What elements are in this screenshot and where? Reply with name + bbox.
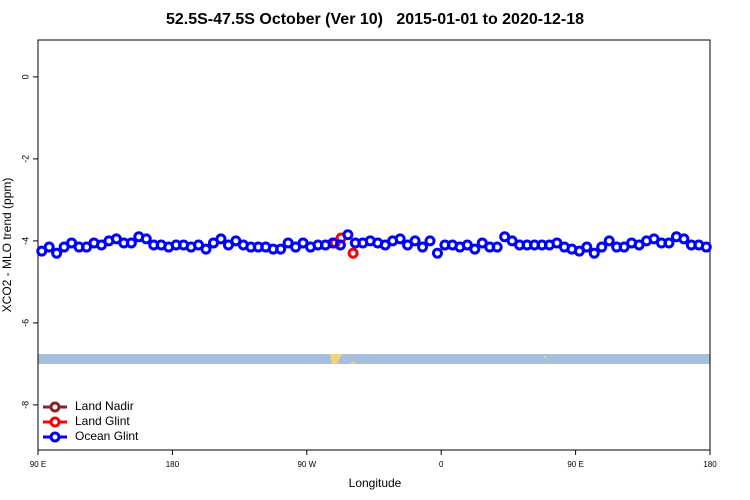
data-point (347, 247, 359, 259)
x-tick-label: 180 (166, 460, 180, 469)
x-axis-label: Longitude (349, 476, 402, 490)
y-tick-label: -4 (20, 237, 30, 245)
y-tick-label: -8 (20, 401, 30, 409)
legend-marker (49, 416, 61, 428)
land-patch (544, 356, 546, 358)
data-point (51, 247, 63, 259)
data-point (140, 233, 152, 245)
data-point (275, 243, 287, 255)
data-point (469, 243, 481, 255)
data-point (700, 241, 712, 253)
land-patch (351, 362, 355, 364)
land-patch (330, 354, 342, 364)
data-point (43, 241, 55, 253)
x-tick-label: 0 (439, 460, 444, 469)
x-tick-label: 90 E (30, 460, 46, 469)
data-point (596, 241, 608, 253)
x-tick-label: 180 (703, 460, 717, 469)
data-point (394, 233, 406, 245)
x-tick-label: 90 E (567, 460, 583, 469)
legend-label: Land Glint (75, 414, 130, 428)
data-point (431, 247, 443, 259)
data-point (424, 235, 436, 247)
land-strip (38, 354, 710, 364)
data-point (588, 247, 600, 259)
data-point (603, 235, 615, 247)
data-point (409, 235, 421, 247)
y-tick-label: 0 (20, 74, 30, 79)
data-point (200, 243, 212, 255)
chart-title: 52.5S-47.5S October (Ver 10) 2015-01-01 … (166, 11, 584, 28)
legend-marker (49, 431, 61, 443)
legend-label: Ocean Glint (75, 429, 139, 443)
legend-marker (49, 401, 61, 413)
y-axis-label: XCO2 - MLO trend (ppm) (0, 178, 14, 313)
data-point (125, 237, 137, 249)
legend-label: Land Nadir (75, 399, 134, 413)
data-point (491, 241, 503, 253)
data-point (215, 233, 227, 245)
data-point (417, 241, 429, 253)
y-tick-label: -6 (20, 319, 30, 327)
data-point (678, 233, 690, 245)
data-point (334, 239, 346, 251)
data-point (342, 229, 354, 241)
y-tick-label: -2 (20, 155, 30, 163)
data-point (663, 237, 675, 249)
x-tick-label: 90 W (297, 460, 316, 469)
data-point (581, 241, 593, 253)
